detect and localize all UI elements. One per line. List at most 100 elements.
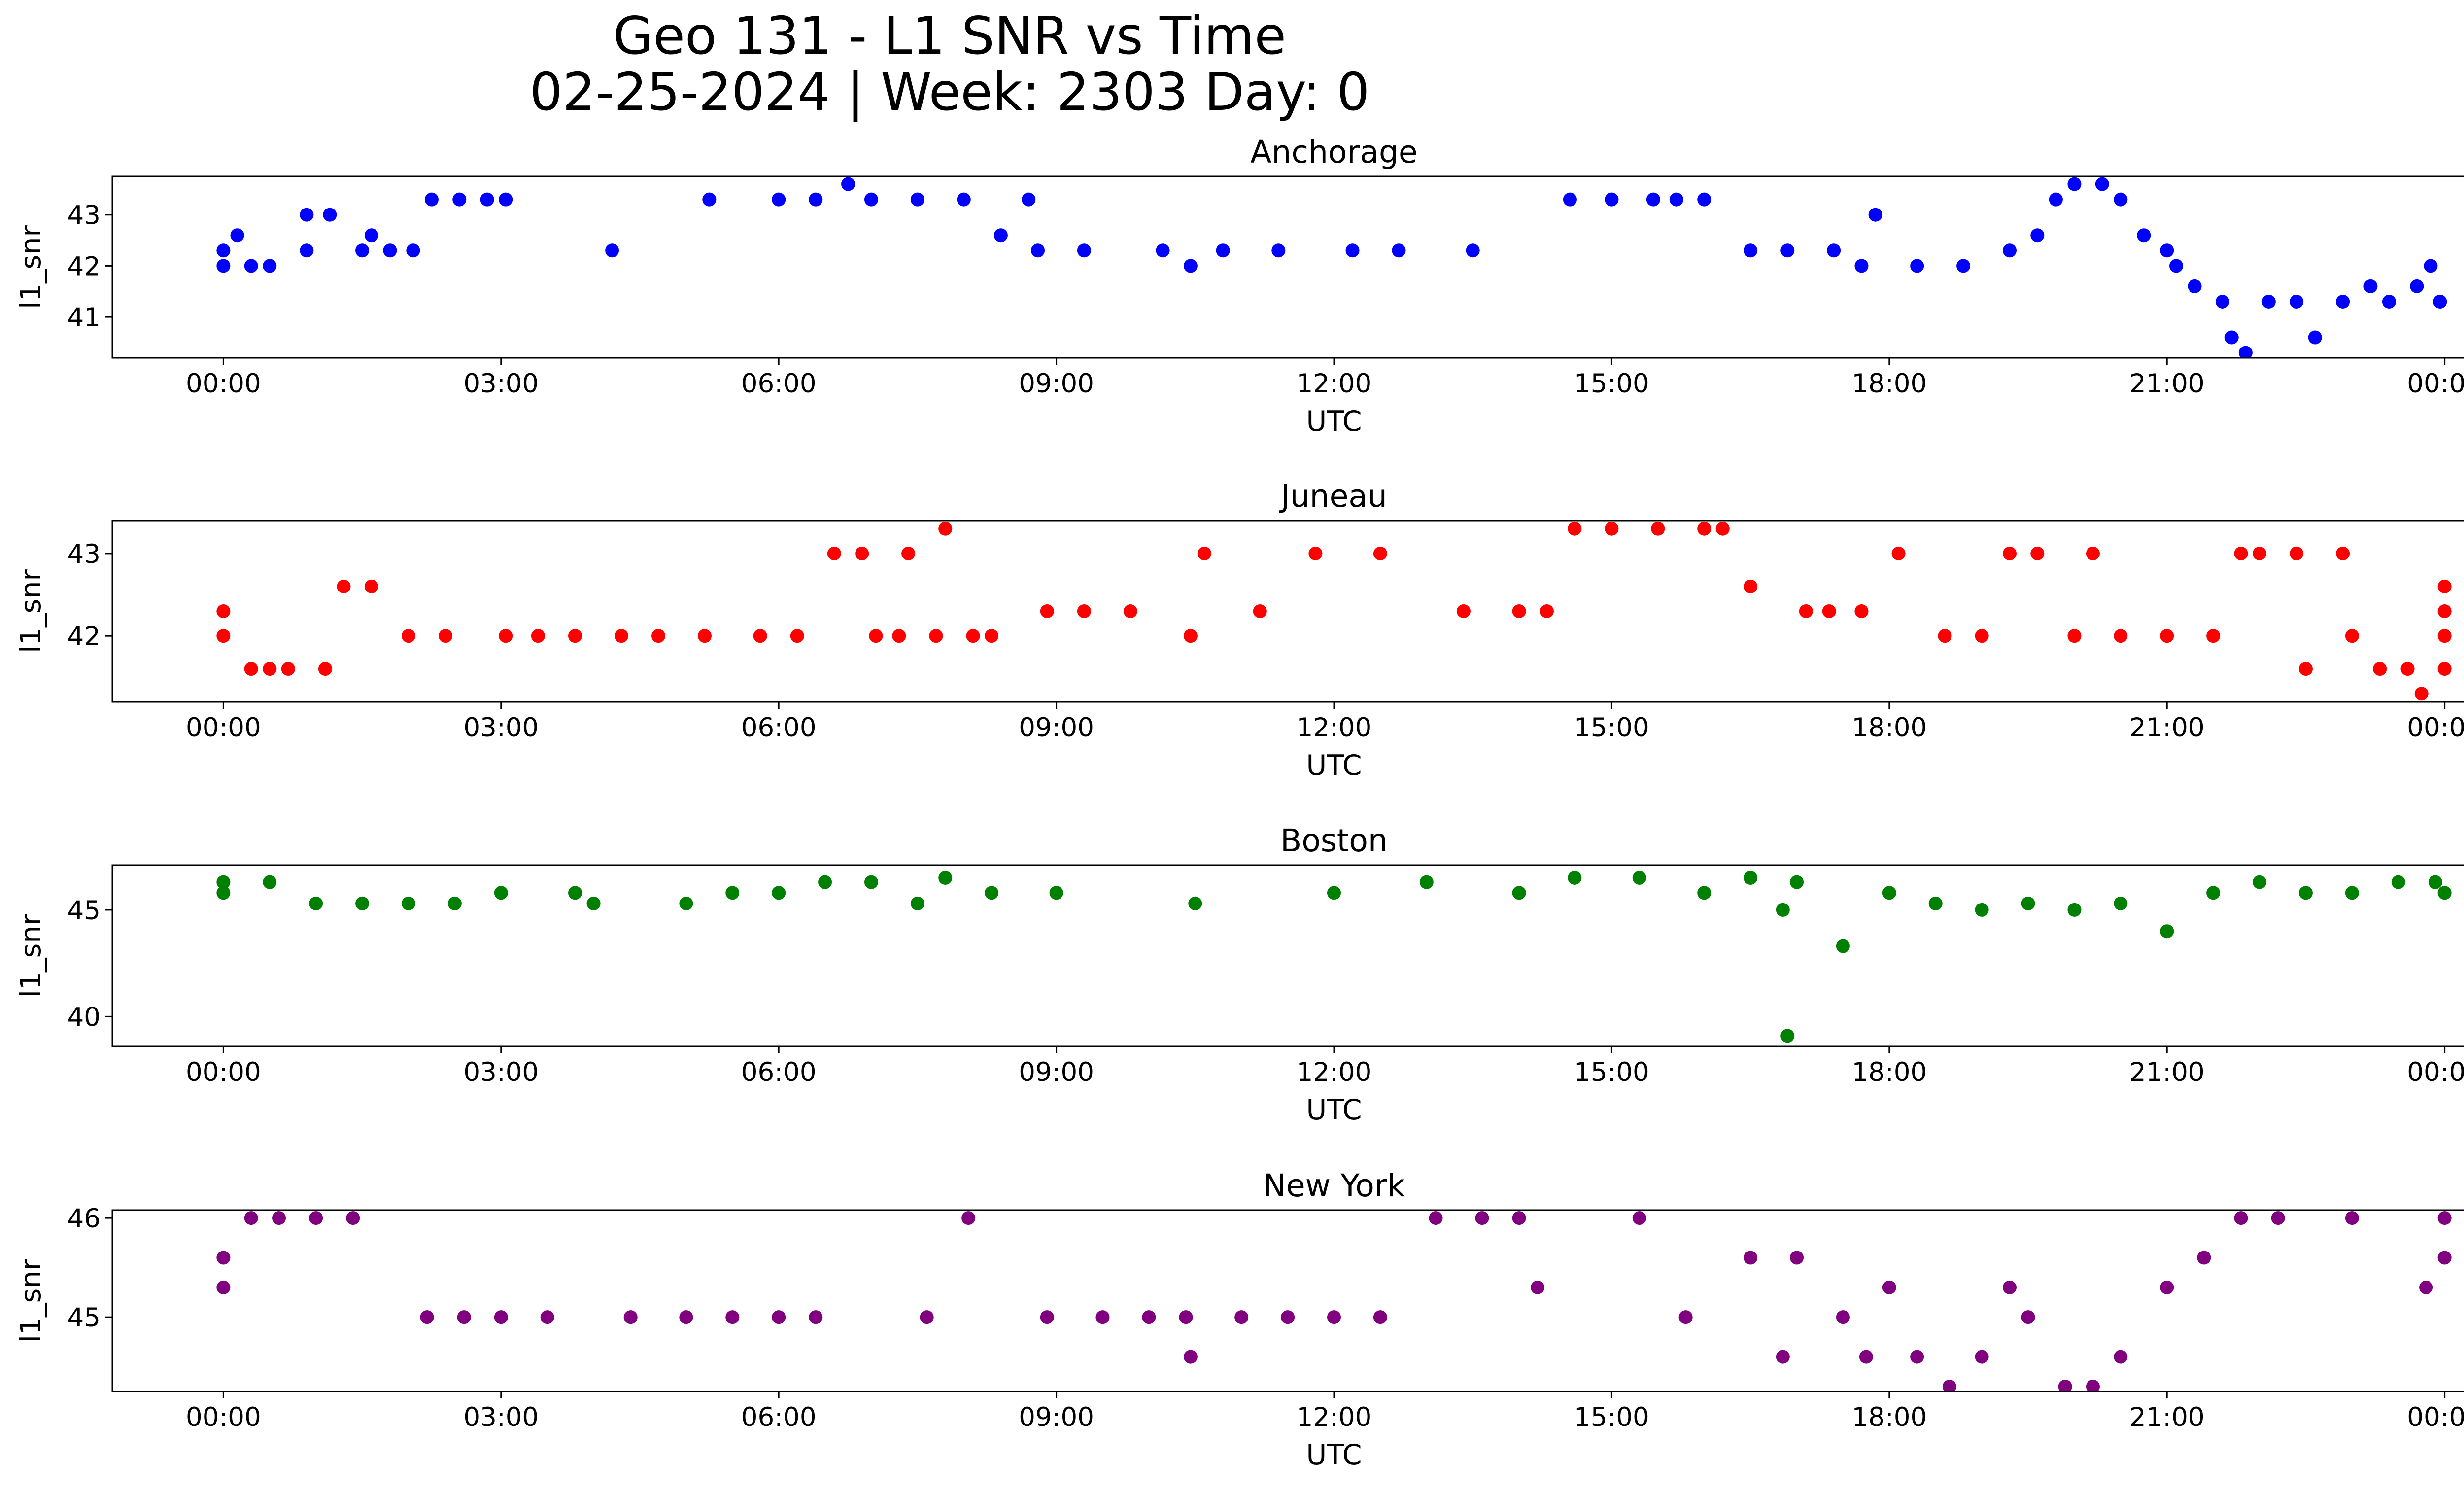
data-point (809, 192, 823, 207)
x-tick-label: 09:00 (1019, 1402, 1094, 1432)
data-point (309, 1211, 323, 1225)
data-point (2400, 662, 2415, 676)
data-point (2345, 1211, 2359, 1225)
data-point (216, 259, 231, 273)
data-point (2419, 1280, 2433, 1294)
data-point (1031, 243, 1045, 258)
x-tick-label: 21:00 (2129, 1402, 2205, 1432)
data-point (1123, 604, 1137, 618)
data-point (1049, 886, 1063, 900)
data-point (623, 1310, 638, 1324)
data-point (910, 896, 924, 910)
data-point (1975, 903, 1989, 917)
data-point (2391, 875, 2405, 889)
data-point (2021, 1310, 2035, 1324)
data-point (406, 243, 420, 258)
subplot-boston: Boston 00:00 03:00 06:00 09:00 12:00 15:00 18:0… (15, 823, 2464, 1126)
data-point (2067, 903, 2082, 917)
data-point (2345, 629, 2359, 643)
data-point (2114, 629, 2128, 643)
data-point (2261, 294, 2276, 309)
data-point (2234, 1211, 2248, 1225)
data-point (2030, 546, 2045, 560)
data-point (2437, 662, 2452, 676)
data-point (1512, 1211, 1526, 1225)
data-point (1188, 896, 1202, 910)
data-point (1744, 243, 1758, 258)
x-tick-label: 00:00 (186, 713, 261, 743)
data-point (216, 1251, 231, 1265)
x-tick-label: 18:00 (1851, 713, 1927, 743)
x-tick-label: 15:00 (1574, 713, 1649, 743)
subplot-panels: Anchorage 00:00 03:00 06:00 09:00 12:00 15:00 1… (15, 134, 2464, 1471)
data-point (725, 886, 740, 900)
data-point (383, 243, 397, 258)
subplot-new-york: New York 00:00 03:00 06:00 09:00 12:00 15:00 18… (15, 1168, 2464, 1471)
x-axis-label: UTC (1306, 749, 1362, 782)
data-point (337, 579, 351, 593)
data-point (772, 1310, 786, 1324)
data-point (1327, 1310, 1341, 1324)
data-point (1942, 1379, 1956, 1391)
data-point (300, 208, 314, 222)
data-point (1568, 522, 1582, 536)
data-point (1540, 604, 1554, 618)
data-point (702, 192, 717, 207)
data-point (300, 243, 314, 258)
data-point (2002, 243, 2017, 258)
y-tick-label: 43 (68, 201, 101, 231)
data-point (540, 1310, 554, 1324)
data-point (920, 1310, 934, 1324)
x-tick-label: 18:00 (1851, 1057, 1927, 1087)
data-point (1868, 208, 1882, 222)
data-point (1744, 1251, 1758, 1265)
data-points (216, 870, 2452, 1043)
data-point (586, 896, 601, 910)
data-point (993, 228, 1008, 243)
data-point (2114, 896, 2128, 910)
x-tick-label: 00:00 (2407, 369, 2464, 399)
data-point (1651, 522, 1665, 536)
figure-title-line1: Geo 131 - L1 SNR vs Time (613, 6, 1286, 66)
data-point (2215, 294, 2229, 309)
data-point (1568, 870, 1582, 885)
data-point (679, 896, 693, 910)
data-point (855, 546, 869, 560)
data-point (961, 1211, 976, 1225)
data-point (420, 1310, 434, 1324)
data-point (1392, 243, 1406, 258)
data-point (263, 662, 277, 676)
data-point (957, 192, 971, 207)
x-tick-label: 15:00 (1574, 1402, 1649, 1432)
data-point (864, 875, 878, 889)
data-point (2345, 886, 2359, 900)
data-point (364, 579, 378, 593)
axes-frame (111, 520, 2464, 703)
data-point (2067, 629, 2082, 643)
data-point (2253, 546, 2267, 560)
data-point (1938, 629, 1952, 643)
data-point (216, 629, 231, 643)
data-point (1512, 886, 1526, 900)
x-axis-label: UTC (1306, 1439, 1362, 1471)
data-point (1744, 870, 1758, 885)
x-tick-label: 00:00 (2407, 1057, 2464, 1087)
data-point (2002, 1280, 2017, 1294)
data-point (494, 886, 508, 900)
data-point (2049, 192, 2063, 207)
x-tick-label: 00:00 (2407, 713, 2464, 743)
data-point (651, 629, 666, 643)
data-point (2169, 259, 2184, 273)
data-point (2095, 177, 2109, 191)
x-tick-label: 12:00 (1297, 1057, 1372, 1087)
data-point (827, 546, 841, 560)
data-point (2410, 279, 2424, 293)
data-point (818, 875, 832, 889)
data-point (1790, 1251, 1804, 1265)
data-point (1040, 1310, 1054, 1324)
data-point (281, 662, 295, 676)
data-point (1882, 1280, 1896, 1294)
data-point (985, 629, 999, 643)
data-point (901, 546, 916, 560)
data-point (263, 259, 277, 273)
